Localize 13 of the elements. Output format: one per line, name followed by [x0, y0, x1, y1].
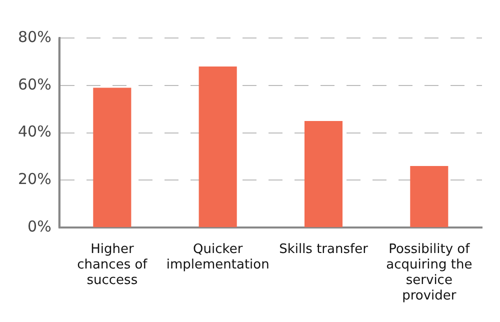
y-tick-label: 40% [18, 122, 52, 141]
x-tick-label: Quicker implementation [166, 242, 270, 272]
bar [198, 66, 237, 228]
bar [304, 120, 343, 228]
y-tick-label: 0% [28, 217, 52, 236]
bar [410, 166, 448, 228]
x-tick-label: Skills transfer [279, 242, 369, 257]
y-tick-label: 60% [18, 75, 52, 94]
y-tick-label: 20% [18, 170, 52, 188]
x-tick-label: Possibility of acquiring the service provider [386, 242, 472, 304]
y-tick-label: 80% [18, 28, 52, 46]
bar [93, 88, 132, 228]
x-tick-label: Higher chances of success [77, 242, 148, 288]
